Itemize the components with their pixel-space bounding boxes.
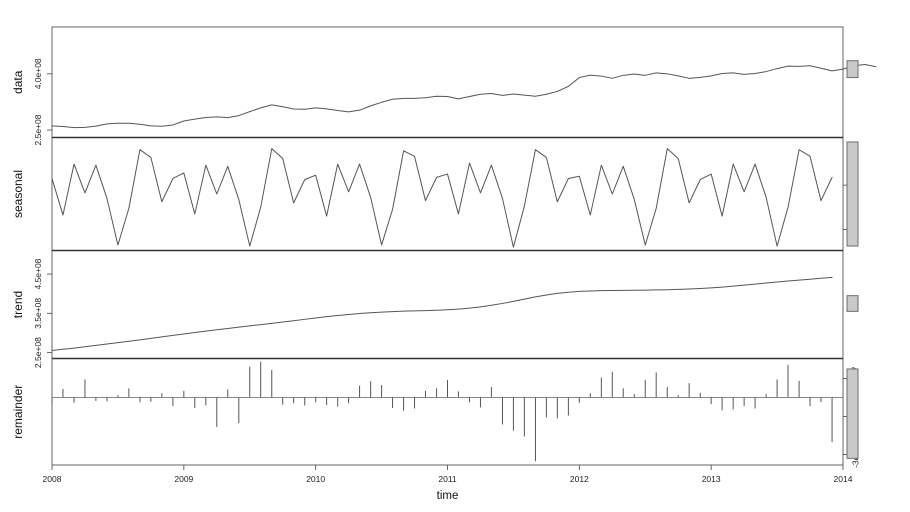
panel-remainder: 1e+07-1e+07-3e+07remainder — [11, 358, 860, 468]
scale-bar-trend — [846, 295, 859, 312]
panel-seasonal: 0e+00-2e+07seasonal — [11, 137, 860, 251]
series-line-trend — [51, 276, 833, 351]
scale-bar-data — [846, 60, 859, 79]
xtick-label-4: 2012 — [570, 474, 589, 484]
xtick-label-1: 2009 — [174, 474, 193, 484]
panel-data: 2.5e+08 4.0e+08 data — [11, 26, 877, 145]
panel-frame-seasonal — [51, 137, 844, 251]
x-axis-title: time — [437, 490, 459, 502]
panel-frame-trend — [51, 250, 844, 359]
xtick-label-0: 2008 — [43, 474, 62, 484]
ytick-label-data-0: 2.5e+08 — [33, 114, 43, 145]
panel-label-seasonal: seasonal — [11, 170, 25, 218]
scale-bar-remainder — [846, 368, 859, 459]
panel-label-trend: trend — [11, 291, 25, 318]
ytick-label-trend-0: 2.5e+08 — [33, 337, 43, 368]
xtick-label-6: 2014 — [834, 474, 853, 484]
ytick-label-trend-1: 3.5e+08 — [33, 298, 43, 329]
panel-frame-data — [51, 26, 844, 138]
series-line-seasonal — [51, 148, 833, 248]
xtick-label-5: 2013 — [702, 474, 721, 484]
xtick-label-2: 2010 — [306, 474, 325, 484]
panel-trend: 2.5e+08 3.5e+08 4.5e+08 trend — [11, 250, 859, 368]
scale-bar-seasonal — [846, 141, 859, 247]
panel-frame-remainder — [51, 358, 844, 466]
panel-label-remainder: remainder — [11, 385, 25, 439]
series-line-data — [51, 63, 877, 129]
xtick-label-3: 2011 — [438, 474, 457, 484]
ytick-label-trend-2: 4.5e+08 — [33, 258, 43, 289]
ytick-label-data-1: 4.0e+08 — [33, 58, 43, 89]
panel-label-data: data — [11, 70, 25, 94]
